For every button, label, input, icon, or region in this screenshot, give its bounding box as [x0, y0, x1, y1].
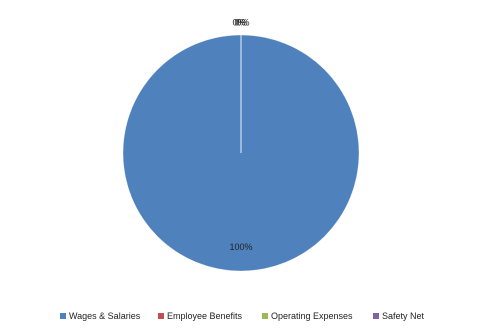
legend-swatch [262, 313, 268, 319]
legend-label: Wages & Salaries [69, 311, 141, 321]
legend-swatch [60, 313, 66, 319]
legend-swatch [373, 313, 379, 319]
legend-label: Employee Benefits [167, 311, 243, 321]
data-label: 0% [234, 18, 247, 28]
legend-swatch [158, 313, 164, 319]
data-label: 0% [232, 18, 245, 28]
data-label: 100% [229, 242, 252, 252]
legend-label: Safety Net [382, 311, 425, 321]
data-label: 0% [236, 18, 249, 28]
legend-label: Operating Expenses [271, 311, 353, 321]
